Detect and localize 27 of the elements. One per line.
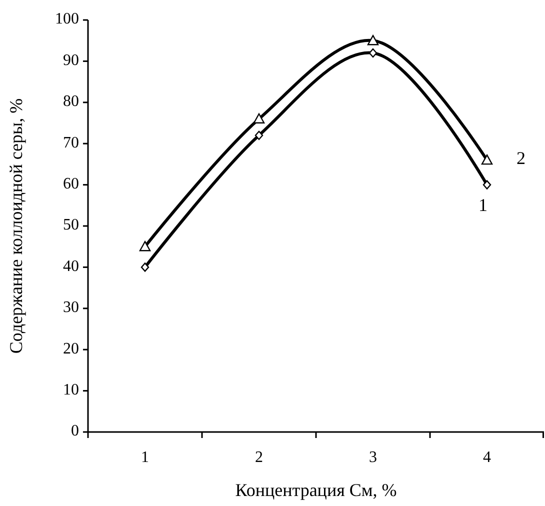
y-tick-label: 30 [63, 299, 79, 316]
x-axis-title: Концентрация См, % [235, 480, 397, 500]
y-tick-label: 10 [63, 381, 79, 398]
x-tick-label: 3 [369, 449, 377, 466]
y-tick-label: 0 [71, 422, 79, 440]
y-tick-label: 20 [63, 340, 79, 358]
point [139, 241, 151, 252]
point [367, 35, 379, 46]
y-tick-label: 40 [63, 258, 79, 275]
point [140, 262, 150, 272]
x-tick-label: 1 [141, 449, 149, 466]
series-label: 1 [478, 194, 488, 215]
y-tick-label: 60 [63, 175, 79, 192]
x-tick-label: 2 [255, 449, 263, 466]
point [254, 130, 264, 140]
point [368, 48, 378, 58]
point [253, 113, 265, 124]
x-tick-label: 4 [483, 449, 491, 466]
y-tick-label: 50 [63, 216, 79, 234]
point [482, 180, 492, 190]
y-tick-label: 100 [55, 10, 79, 28]
series-label: 2 [516, 148, 526, 168]
y-tick-label: 70 [63, 134, 79, 152]
y-tick-label: 80 [63, 93, 79, 110]
y-axis-title: Содержание коллоидной серы, % [6, 98, 26, 354]
point [481, 154, 493, 165]
y-tick-label: 90 [63, 52, 79, 69]
